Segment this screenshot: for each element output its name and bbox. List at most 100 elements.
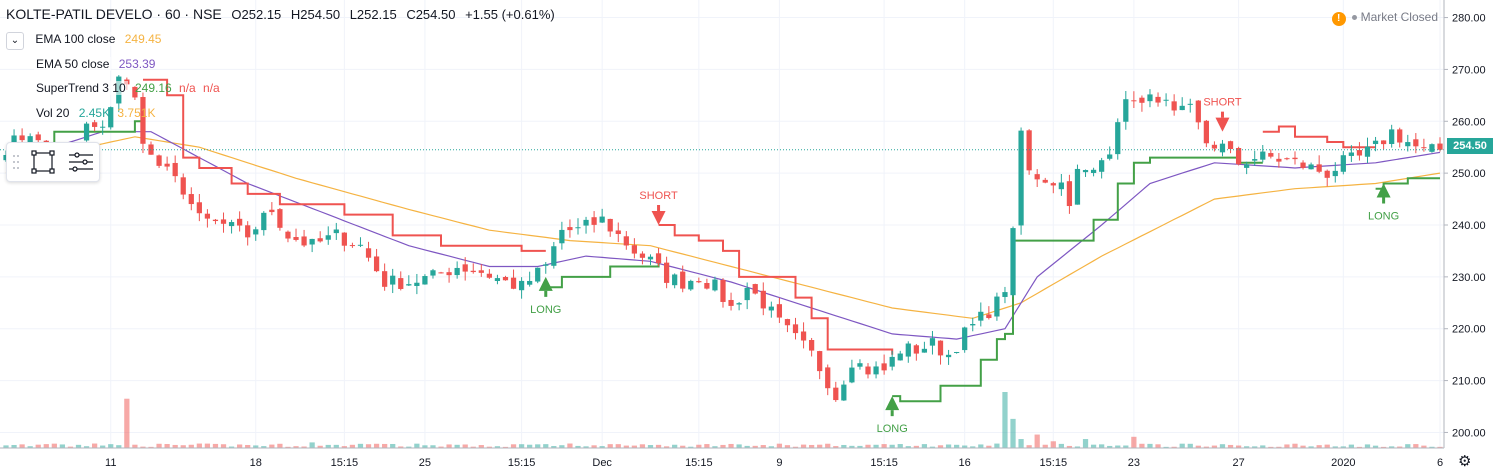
warning-icon[interactable]: ! [1331,12,1346,26]
candle [945,349,952,365]
candle [1252,150,1258,166]
indicator-ema50[interactable]: EMA 50 close 253.39 [34,57,155,71]
candle [253,226,259,241]
volume-bar [317,445,323,448]
volume-bar [180,445,186,448]
volume-bar [188,444,194,448]
volume-bar [462,444,468,448]
volume-bar [390,443,396,448]
volume-bar [1107,445,1113,448]
supertrend-down-segment [1262,125,1376,149]
volume-bar [551,446,557,448]
volume-bar [438,446,444,448]
rectangle-tool-icon[interactable] [31,150,55,174]
candle [196,194,202,222]
volume-bar [3,445,9,448]
volume-bar [108,444,114,448]
volume-bar [1340,446,1346,448]
candle [180,173,186,200]
candle [599,208,605,223]
volume-bar [1292,443,1298,448]
candle [269,202,275,216]
candle [1155,92,1161,107]
candle [438,271,444,274]
candle [1147,89,1153,108]
candle [220,212,227,233]
volume-bar [954,444,960,448]
candle [849,359,855,384]
indicator-name: EMA 50 close [34,57,112,71]
volume-bar [1356,446,1363,448]
floating-toolbar [6,142,100,182]
candle [1340,151,1346,175]
volume-bar [1413,444,1419,448]
volume-bar [591,445,597,448]
volume-bar [696,444,702,448]
volume-bar [212,443,219,448]
indicator-value: n/a [203,81,220,95]
candle [148,141,154,155]
volume-bar [1139,443,1145,448]
candle [647,254,654,266]
candle [204,209,211,228]
x-tick-label: 9 [776,457,782,469]
collapse-chevron-icon[interactable]: ⌄ [6,32,24,50]
candle [1002,286,1008,304]
x-tick-label: 16 [959,457,971,469]
volume-bar [1082,439,1089,448]
candle [325,226,331,245]
volume-bar [333,444,339,448]
candle [317,231,323,243]
volume-bar [1058,443,1064,448]
volume-bar [164,444,170,448]
volume-bar [994,443,1000,448]
candle [1244,161,1250,175]
candle [913,343,919,361]
volume-bar [1235,445,1242,448]
volume-bar [857,445,863,448]
volume-bar [680,445,686,448]
volume-bar [1042,444,1048,448]
candle [535,267,541,284]
indicator-value: 2.45K [78,106,111,120]
candle [1042,177,1048,184]
candle [1316,155,1322,174]
volume-bar [398,446,404,448]
indicator-volume[interactable]: Vol 20 2.45K 3.751K [34,106,155,120]
low-label: L [349,7,357,22]
symbol-title[interactable]: KOLTE-PATIL DEVELO · 60 · NSE [6,6,222,22]
candle [188,187,194,211]
volume-bar [970,446,976,448]
candle [1389,124,1395,148]
indicator-supertrend[interactable]: SuperTrend 3 10 249.16 n/a n/a [34,81,220,95]
candle [83,121,90,142]
volume-bar [196,443,202,448]
x-tick-label: 27 [1232,457,1244,469]
volume-bar [599,446,605,448]
volume-bar [1268,446,1274,448]
market-status[interactable]: ! Market Closed [1331,10,1438,26]
signal-label: LONG [877,423,908,435]
chart-grid [0,0,1444,448]
volume-bar [672,444,678,448]
drag-handle-icon[interactable] [13,155,19,169]
candle [865,363,871,379]
candle [422,274,428,285]
volume-bar [1300,445,1306,448]
candle [1284,157,1290,161]
candle [583,216,589,234]
indicator-name: EMA 100 close [33,32,118,46]
volume-bar [639,444,646,448]
candle [986,306,992,320]
candle [398,271,404,291]
indicator-ema100[interactable]: ⌄ EMA 100 close 249.45 [6,32,161,50]
volume-bar [91,443,98,448]
candle [1163,93,1169,107]
candle [623,231,629,250]
gear-icon[interactable]: ⚙ [1458,453,1472,470]
volume-bar [929,446,936,448]
candle [1131,91,1137,108]
settings-list-icon[interactable] [69,152,93,172]
volume-bar [285,446,291,448]
